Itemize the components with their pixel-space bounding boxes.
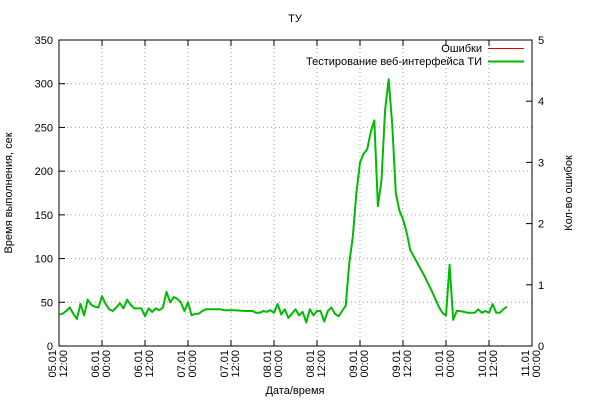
x-tick-date: 06.01 bbox=[90, 350, 102, 378]
y-tick-label: 300 bbox=[35, 79, 53, 91]
x-tick-time: 00:00 bbox=[187, 350, 199, 378]
x-tick-time: 12:00 bbox=[58, 350, 70, 378]
x-tick-time: 12:00 bbox=[144, 350, 156, 378]
x-axis-title: Дата/время bbox=[265, 385, 324, 397]
x-tick-time: 00:00 bbox=[531, 350, 543, 378]
grid bbox=[59, 40, 532, 346]
legend-label-errors: Ошибки bbox=[441, 43, 482, 55]
y2-tick-label: 0 bbox=[538, 341, 544, 353]
x-tick-date: 05.01 bbox=[47, 350, 59, 378]
x-tick-time: 00:00 bbox=[273, 350, 285, 378]
x-tick-time: 00:00 bbox=[359, 350, 371, 378]
legend-label-web-test: Тестирование веб-интерфейса ТИ bbox=[306, 56, 482, 68]
x-tick-time: 12:00 bbox=[316, 350, 328, 378]
y2-tick-label: 3 bbox=[538, 157, 544, 169]
y-tick-label: 250 bbox=[35, 122, 53, 134]
legend: Ошибки Тестирование веб-интерфейса ТИ bbox=[306, 43, 524, 68]
x-tick-time: 12:00 bbox=[488, 350, 500, 378]
x-tick-date: 10.01 bbox=[477, 350, 489, 378]
y-axis-title: Время выполнения, сек bbox=[3, 132, 15, 253]
x-tick-time: 12:00 bbox=[230, 350, 242, 378]
plot-frame bbox=[58, 39, 533, 347]
x-tick-time: 00:00 bbox=[445, 350, 457, 378]
y-tick-label: 50 bbox=[41, 297, 53, 309]
y-tick-label: 100 bbox=[35, 254, 53, 266]
x-tick-date: 07.01 bbox=[219, 350, 231, 378]
y-tick-label: 0 bbox=[47, 341, 53, 353]
y2-tick-label: 1 bbox=[538, 280, 544, 292]
y2-axis-title: Кол-во ошибок bbox=[563, 155, 575, 231]
y-tick-label: 200 bbox=[35, 166, 53, 178]
x-tick-time: 00:00 bbox=[101, 350, 113, 378]
y-tick-label: 150 bbox=[35, 210, 53, 222]
chart-title: ТУ bbox=[288, 13, 303, 25]
x-axis: 05.01 12:00 06.01 00:00 06.01 12:00 07.01 00:00… bbox=[47, 40, 543, 378]
x-tick-date: 10.01 bbox=[434, 350, 446, 378]
series-line-1 bbox=[58, 78, 508, 324]
y2-tick-label: 5 bbox=[538, 35, 544, 47]
y-tick-label: 350 bbox=[35, 35, 53, 47]
x-tick-date: 08.01 bbox=[305, 350, 317, 378]
x-tick-time: 12:00 bbox=[402, 350, 414, 378]
x-tick-date: 07.01 bbox=[176, 350, 188, 378]
x-tick-date: 09.01 bbox=[391, 350, 403, 378]
y2-tick-label: 4 bbox=[538, 96, 544, 108]
y-axis: 0 50 100 150 200 250 300 350 bbox=[35, 35, 65, 353]
y2-tick-label: 2 bbox=[538, 219, 544, 231]
x-tick-date: 11.01 bbox=[520, 350, 532, 377]
y2-axis: 0 1 2 3 4 5 bbox=[526, 35, 544, 353]
x-tick-date: 09.01 bbox=[348, 350, 360, 378]
x-tick-date: 06.01 bbox=[133, 350, 145, 378]
x-tick-date: 08.01 bbox=[262, 350, 274, 378]
series-layer bbox=[58, 78, 508, 324]
